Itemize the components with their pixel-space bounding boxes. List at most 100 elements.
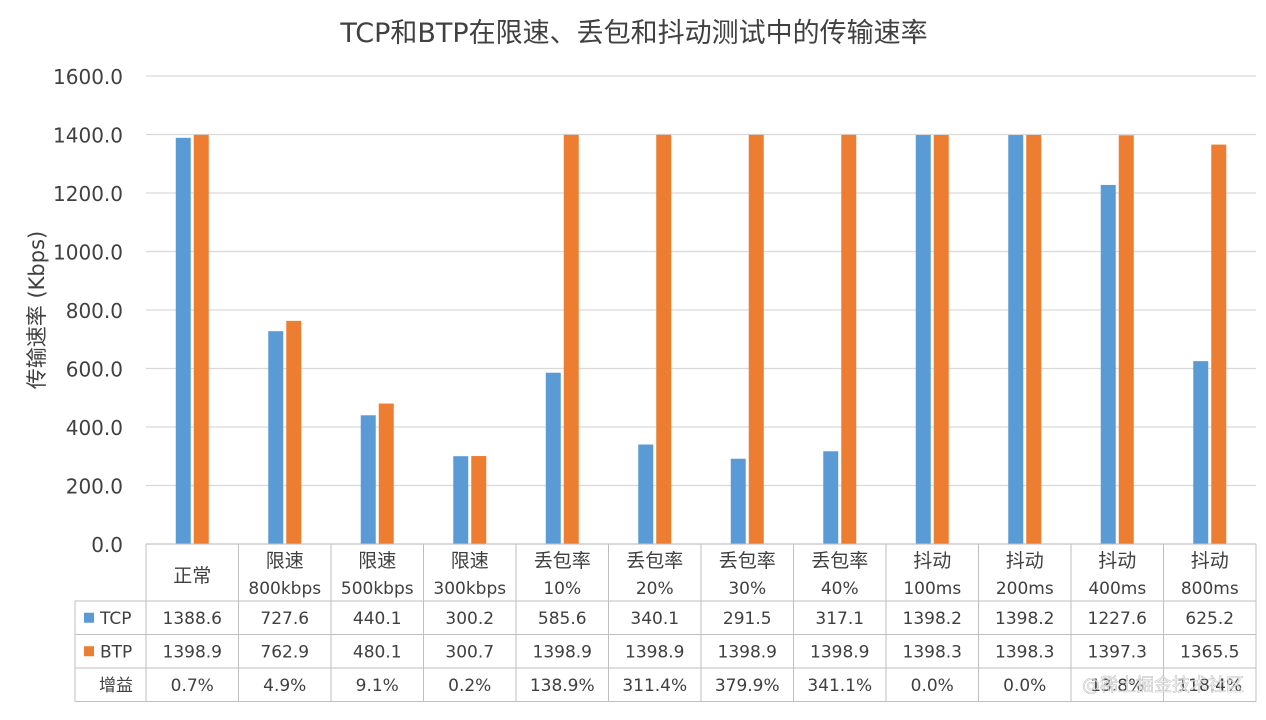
x-tick-label: 丢包率 xyxy=(811,550,868,572)
watermark-text: @稀土掘金技术社区 xyxy=(1082,675,1244,696)
bar-tcp xyxy=(545,372,561,544)
bar-tcp xyxy=(453,456,469,544)
data-label-tcp: 727.6 xyxy=(260,609,309,629)
data-label-btp: 1398.9 xyxy=(718,642,777,662)
y-tick-label: 1200.0 xyxy=(53,182,123,206)
data-label-gain: 311.4% xyxy=(622,676,687,696)
data-label-gain: 4.9% xyxy=(263,676,306,696)
data-label-btp: 762.9 xyxy=(260,642,309,662)
data-label-btp: 1398.9 xyxy=(163,642,222,662)
data-label-btp: 300.7 xyxy=(445,642,494,662)
data-label-btp: 1398.9 xyxy=(625,642,684,662)
bar-tcp xyxy=(823,451,839,544)
gain-row-label: 增益 xyxy=(99,676,133,696)
x-tick-label: 限速 xyxy=(266,550,304,572)
x-tick-label: 丢包率 xyxy=(534,550,591,572)
data-label-btp: 1397.3 xyxy=(1088,642,1147,662)
x-tick-label: 丢包率 xyxy=(719,550,776,572)
y-tick-label: 800.0 xyxy=(66,299,123,323)
bars xyxy=(175,134,1227,545)
bar-btp xyxy=(471,456,487,544)
data-label-gain: 0.0% xyxy=(1003,676,1046,696)
data-label-gain: 138.9% xyxy=(530,676,595,696)
data-label-gain: 0.0% xyxy=(911,676,954,696)
bar-tcp xyxy=(1100,184,1116,544)
data-label-btp: 1398.3 xyxy=(995,642,1054,662)
x-tick-label: 抖动 xyxy=(1098,550,1136,572)
data-label-tcp: 1398.2 xyxy=(995,609,1054,629)
legend-key-tcp xyxy=(84,612,94,623)
bar-tcp xyxy=(175,137,191,544)
bar-btp xyxy=(1026,134,1042,544)
bar-btp xyxy=(193,134,209,544)
data-label-tcp: 340.1 xyxy=(630,609,679,629)
data-label-gain: 118.4% xyxy=(1177,676,1242,696)
y-tick-label: 1400.0 xyxy=(53,124,123,148)
bar-tcp xyxy=(1193,361,1209,544)
bar-btp xyxy=(1118,135,1134,545)
x-tick-label: 抖动 xyxy=(913,550,951,572)
data-label-btp: 1398.3 xyxy=(903,642,962,662)
data-label-btp: 480.1 xyxy=(353,642,402,662)
data-label-tcp: 625.2 xyxy=(1185,609,1234,629)
data-label-gain: 341.1% xyxy=(807,676,872,696)
bar-tcp xyxy=(360,415,376,544)
bar-btp xyxy=(748,134,764,544)
bar-tcp xyxy=(268,331,284,544)
x-tick-label: 抖动 xyxy=(1006,550,1044,572)
chart-title: TCP和BTP在限速、丢包和抖动测试中的传输速率 xyxy=(339,18,927,49)
x-tick-label: 500kbps xyxy=(341,579,414,599)
data-label-gain: 379.9% xyxy=(715,676,780,696)
y-tick-label: 1000.0 xyxy=(53,241,123,265)
bar-btp xyxy=(378,403,394,544)
bar-tcp xyxy=(1008,135,1024,545)
x-tick-label: 800kbps xyxy=(248,579,321,599)
x-tick-label: 20% xyxy=(636,579,674,599)
y-tick-label: 600.0 xyxy=(66,358,123,382)
x-tick-label: 正常 xyxy=(173,565,211,587)
data-table: 正常 限速 800kbps 限速 500kbps 限速 300kbps 丢包率 10% 丢包率 20… xyxy=(74,543,1257,702)
gridlines: 0.0 200.0 400.0 600.0 800.0 1000.0 1200.0 1400.… xyxy=(53,65,1256,557)
x-tick-label: 限速 xyxy=(451,550,489,572)
y-axis-label: 传输速率 (Kbps) xyxy=(25,231,49,389)
data-label-gain: 0.7% xyxy=(171,676,214,696)
bar-btp xyxy=(841,134,857,544)
data-label-tcp: 440.1 xyxy=(353,609,402,629)
x-tick-label: 300kbps xyxy=(433,579,506,599)
data-label-tcp: 1388.6 xyxy=(163,609,222,629)
data-label-btp: 1398.9 xyxy=(810,642,869,662)
data-label-tcp: 300.2 xyxy=(445,609,494,629)
data-label-gain: 13.8% xyxy=(1090,676,1144,696)
x-tick-label: 30% xyxy=(728,579,766,599)
data-label-btp: 1365.5 xyxy=(1180,642,1239,662)
bar-tcp xyxy=(915,135,931,545)
bar-btp xyxy=(1211,144,1227,544)
data-label-tcp: 1398.2 xyxy=(903,609,962,629)
data-label-btp: 1398.9 xyxy=(533,642,592,662)
data-label-tcp: 291.5 xyxy=(723,609,772,629)
x-tick-label: 800ms xyxy=(1181,579,1239,599)
x-tick-label: 10% xyxy=(543,579,581,599)
y-tick-label: 200.0 xyxy=(66,475,123,499)
bar-btp xyxy=(656,134,672,544)
data-label-tcp: 1227.6 xyxy=(1088,609,1147,629)
bar-tcp xyxy=(730,458,746,544)
bar-btp xyxy=(933,134,949,544)
y-tick-label: 1600.0 xyxy=(53,65,123,89)
legend-label-tcp: TCP xyxy=(99,609,132,629)
x-tick-label: 200ms xyxy=(996,579,1054,599)
bar-tcp xyxy=(638,444,654,544)
data-label-tcp: 317.1 xyxy=(815,609,864,629)
x-tick-label: 400ms xyxy=(1088,579,1146,599)
data-label-tcp: 585.6 xyxy=(538,609,587,629)
data-label-gain: 9.1% xyxy=(356,676,399,696)
legend-key-btp xyxy=(84,646,94,657)
x-tick-label: 抖动 xyxy=(1191,550,1229,572)
x-tick-label: 100ms xyxy=(903,579,961,599)
y-tick-label: 400.0 xyxy=(66,416,123,440)
x-tick-label: 限速 xyxy=(358,550,396,572)
x-tick-label: 丢包率 xyxy=(626,550,683,572)
y-tick-label: 0.0 xyxy=(91,533,123,557)
